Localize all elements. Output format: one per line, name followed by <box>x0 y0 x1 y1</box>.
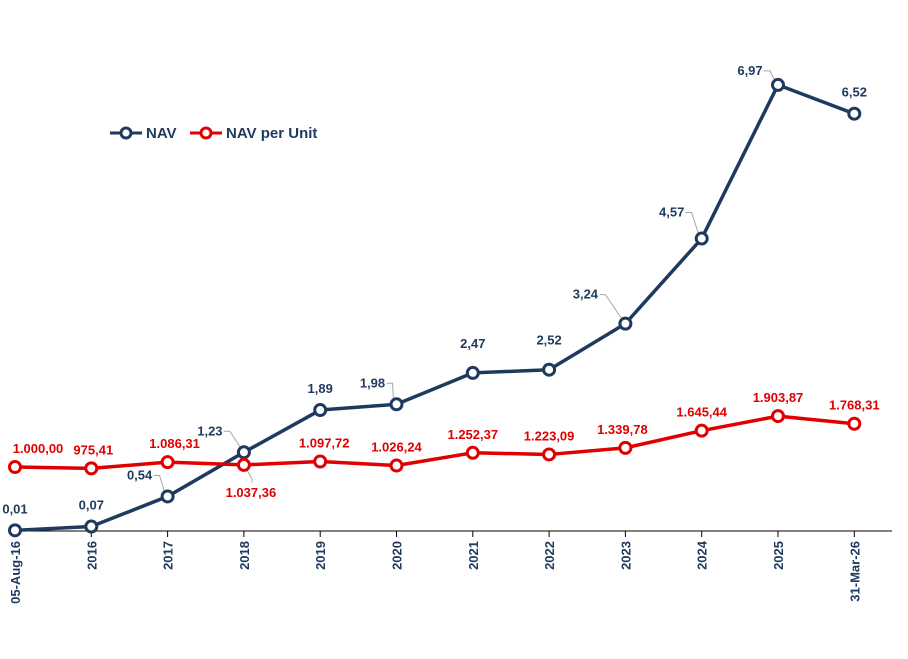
point-marker-nav-per-unit <box>465 445 480 460</box>
x-axis: 05-Aug-16 2016 2017 2018 2019 2020 2021 2022 202… <box>8 530 892 604</box>
nav-data-label: 0,54 <box>127 467 153 482</box>
nav-per-unit-data-label: 1.768,31 <box>829 398 880 413</box>
point-marker-nav <box>8 523 22 538</box>
nav-per-unit-data-label: 1.645,44 <box>676 405 727 420</box>
x-tick-label: 2016 <box>84 541 99 570</box>
nav-label-leader <box>599 294 623 320</box>
nav-data-label: 1,23 <box>197 423 222 438</box>
nav-data-label: 4,57 <box>659 205 684 220</box>
nav-per-unit-data-label: 1.097,72 <box>299 435 350 450</box>
nav-per-unit-data-label: 975,41 <box>73 442 113 457</box>
legend-label-nav-per-unit: NAV per Unit <box>226 125 317 142</box>
x-tick-label: 2025 <box>771 541 786 570</box>
nav-label-leader <box>386 382 394 401</box>
x-tick-label: 2017 <box>161 541 176 570</box>
x-tick-label: 2022 <box>542 541 557 570</box>
nav-label-leader <box>153 474 166 493</box>
nav-data-label: 1,98 <box>360 375 385 390</box>
nav-per-unit-data-label: 1.252,37 <box>447 427 498 442</box>
point-marker-nav-per-unit <box>8 460 22 474</box>
x-tick-label: 2021 <box>466 541 481 570</box>
nav-data-label: 6,52 <box>842 85 867 100</box>
series-line-nav <box>14 83 855 533</box>
point-marker-nav-per-unit <box>236 457 251 472</box>
nav-data-label: 3,24 <box>573 287 599 302</box>
point-marker-nav-per-unit <box>389 458 404 473</box>
nav-data-label: 6,97 <box>737 63 762 78</box>
legend-marker-nav-per-unit <box>199 126 213 140</box>
point-marker-nav <box>236 445 251 460</box>
point-marker-nav-per-unit <box>160 455 175 470</box>
nav-per-unit-data-label: 1.026,24 <box>371 440 422 455</box>
data-labels: 0,01 0,07 0,54 1,23 1,89 1,98 2,47 2,52 3,24 4,57… <box>2 63 879 516</box>
point-marker-nav-per-unit <box>847 416 862 431</box>
nav-per-unit-label-leader <box>246 469 253 483</box>
label-leaders <box>153 70 776 493</box>
series-line-nav-per-unit <box>14 414 855 471</box>
nav-per-unit-data-label: 1.339,78 <box>597 422 648 437</box>
nav-label-leader <box>223 430 242 449</box>
point-marker-nav-per-unit <box>542 447 557 462</box>
point-marker-nav <box>160 489 175 504</box>
legend: NAV NAV per Unit <box>110 125 317 142</box>
point-marker-nav <box>694 231 709 246</box>
point-marker-nav <box>465 365 480 380</box>
point-marker-nav <box>84 519 99 534</box>
x-tick-label: 2020 <box>390 541 405 570</box>
point-marker-nav-per-unit <box>84 461 99 476</box>
point-marker-nav-per-unit <box>313 454 328 469</box>
x-tick-label: 2019 <box>313 541 328 570</box>
nav-data-label: 2,47 <box>460 336 485 351</box>
x-tick-label: 31-Mar-26 <box>847 541 862 602</box>
series-layer <box>8 77 862 538</box>
point-marker-nav <box>542 362 557 377</box>
point-marker-nav <box>313 403 328 418</box>
x-tick-label: 2023 <box>618 541 633 570</box>
nav-per-unit-data-label: 1.223,09 <box>524 428 575 443</box>
nav-data-label: 0,01 <box>2 501 27 516</box>
point-marker-nav <box>771 77 785 92</box>
x-tick-label: 2024 <box>695 540 710 570</box>
nav-per-unit-data-label: 1.000,00 <box>13 441 64 456</box>
nav-data-label: 1,89 <box>308 381 333 396</box>
point-marker-nav <box>618 316 633 331</box>
point-marker-nav-per-unit <box>771 409 785 424</box>
nav-data-label: 2,52 <box>536 333 561 348</box>
point-marker-nav-per-unit <box>694 423 709 438</box>
point-marker-nav-per-unit <box>618 440 633 455</box>
nav-per-unit-data-label: 1.903,87 <box>753 390 804 405</box>
nav-data-label: 0,07 <box>79 498 104 513</box>
nav-per-unit-data-label: 1.037,36 <box>226 485 277 500</box>
x-tick-label: 2018 <box>237 541 252 570</box>
point-marker-nav <box>389 397 404 412</box>
nav-label-leader <box>685 212 700 235</box>
nav-per-unit-data-label: 1.086,31 <box>149 436 200 451</box>
legend-marker-nav <box>119 126 133 140</box>
legend-label-nav: NAV <box>146 125 177 142</box>
x-tick-label: 05-Aug-16 <box>8 541 23 604</box>
point-marker-nav <box>847 106 862 121</box>
nav-label-leader <box>764 70 776 82</box>
